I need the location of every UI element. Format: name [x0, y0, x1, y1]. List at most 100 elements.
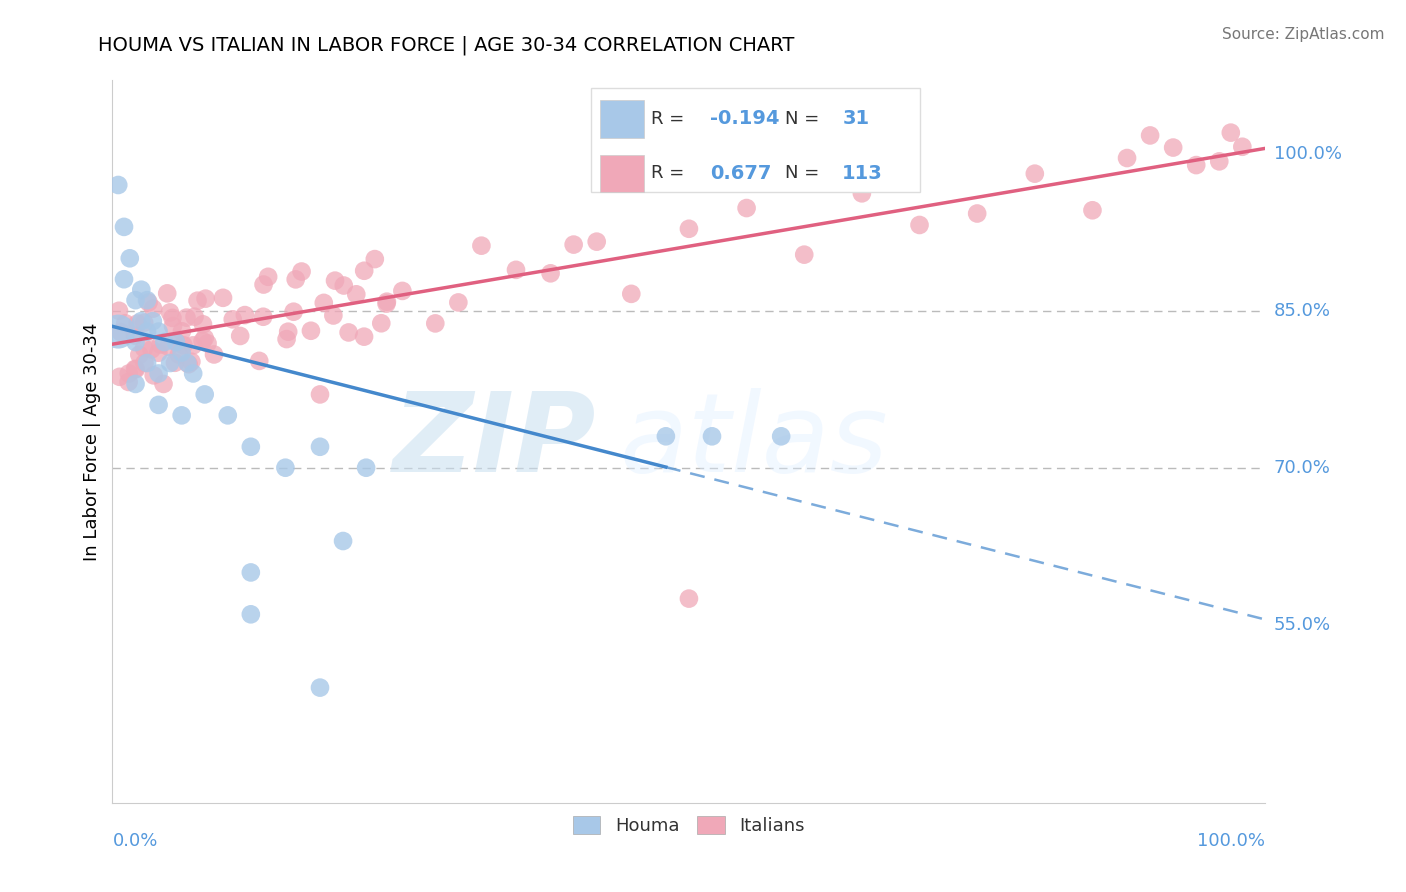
Point: [170, 324, 193, 338]
Point: [274, 460, 297, 475]
Point: [194, 292, 217, 306]
Point: [655, 429, 678, 443]
Point: [252, 310, 274, 324]
Point: [678, 221, 700, 235]
Point: [309, 440, 332, 454]
Point: [309, 681, 332, 695]
Point: [112, 272, 135, 286]
Point: [191, 318, 214, 332]
Point: [1185, 158, 1208, 172]
Point: [157, 340, 180, 354]
Point: [108, 303, 131, 318]
Text: R =: R =: [651, 164, 690, 182]
Point: [108, 369, 131, 384]
Point: [170, 409, 193, 423]
Point: [172, 338, 194, 352]
Point: [124, 362, 146, 376]
Point: [290, 264, 312, 278]
Point: [129, 314, 153, 328]
Text: 113: 113: [842, 164, 883, 183]
Point: [148, 325, 170, 339]
Point: [735, 201, 758, 215]
Point: [364, 252, 387, 266]
Point: [700, 429, 723, 443]
Point: [156, 286, 179, 301]
Point: [114, 316, 136, 330]
Point: [127, 317, 149, 331]
Point: [620, 286, 643, 301]
Point: [353, 264, 375, 278]
Point: [165, 334, 187, 349]
Point: [966, 206, 988, 220]
Point: [212, 291, 235, 305]
Point: [187, 293, 209, 308]
Point: [354, 460, 377, 475]
Text: 85.0%: 85.0%: [1274, 301, 1330, 319]
Point: [181, 338, 204, 352]
Point: [585, 235, 607, 249]
Text: 100.0%: 100.0%: [1274, 145, 1341, 162]
Point: [332, 534, 354, 549]
Point: [176, 310, 198, 325]
Point: [1116, 151, 1139, 165]
Text: 100.0%: 100.0%: [1198, 831, 1265, 850]
Point: [107, 325, 129, 339]
Point: [283, 304, 305, 318]
Point: [1219, 126, 1241, 140]
Point: [252, 277, 274, 292]
Point: [170, 345, 193, 359]
Point: [136, 356, 159, 370]
Point: [176, 356, 198, 370]
Legend: Houma, Italians: Houma, Italians: [564, 807, 814, 845]
Point: [333, 278, 356, 293]
Point: [323, 274, 346, 288]
Point: [322, 309, 344, 323]
Point: [353, 329, 375, 343]
Point: [136, 293, 159, 308]
Point: [134, 356, 156, 370]
Point: [107, 178, 129, 192]
Point: [239, 607, 262, 622]
Point: [138, 295, 160, 310]
Text: R =: R =: [651, 110, 690, 128]
Point: [239, 440, 262, 454]
Point: [162, 310, 184, 325]
Point: [148, 367, 170, 381]
Text: atlas: atlas: [620, 388, 889, 495]
Point: [118, 252, 141, 266]
Text: 55.0%: 55.0%: [1274, 615, 1331, 634]
Point: [202, 347, 225, 361]
Point: [118, 367, 141, 381]
Point: [1139, 128, 1161, 143]
Point: [183, 310, 205, 324]
Point: [247, 354, 270, 368]
Point: [194, 387, 217, 401]
Point: [136, 325, 159, 339]
Point: [678, 591, 700, 606]
Point: [284, 272, 307, 286]
Text: HOUMA VS ITALIAN IN LABOR FORCE | AGE 30-34 CORRELATION CHART: HOUMA VS ITALIAN IN LABOR FORCE | AGE 30…: [98, 36, 794, 55]
Point: [181, 367, 204, 381]
Point: [344, 287, 367, 301]
Point: [152, 376, 174, 391]
Point: [129, 283, 153, 297]
Point: [257, 269, 280, 284]
Point: [375, 296, 398, 310]
Point: [276, 332, 298, 346]
Point: [128, 348, 150, 362]
FancyBboxPatch shape: [600, 154, 644, 192]
Point: [447, 295, 470, 310]
Point: [1081, 203, 1104, 218]
Point: [124, 376, 146, 391]
Point: [167, 348, 190, 362]
Point: [239, 566, 262, 580]
Point: [134, 316, 156, 330]
Text: Source: ZipAtlas.com: Source: ZipAtlas.com: [1222, 27, 1385, 42]
Text: 0.0%: 0.0%: [112, 831, 157, 850]
Point: [470, 238, 492, 252]
Text: 31: 31: [842, 110, 869, 128]
Point: [425, 317, 447, 331]
Point: [793, 247, 815, 261]
Point: [197, 336, 219, 351]
Text: N =: N =: [785, 110, 825, 128]
